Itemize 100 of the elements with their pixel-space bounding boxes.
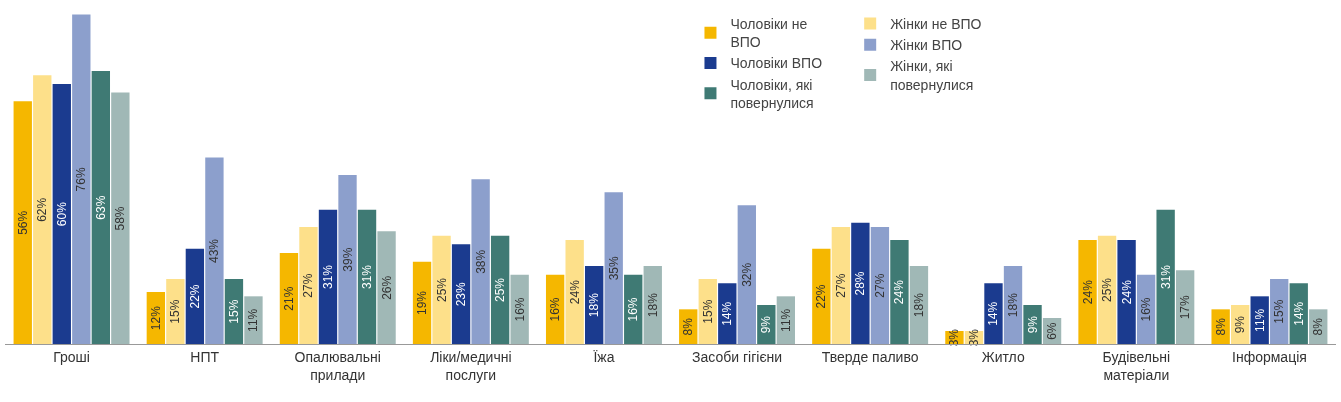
bar bbox=[471, 179, 490, 344]
data-label: 35% bbox=[606, 255, 621, 281]
data-label: 62% bbox=[35, 197, 50, 222]
bar bbox=[338, 174, 357, 344]
data-label: 18% bbox=[587, 292, 602, 318]
data-label: 8% bbox=[1213, 317, 1228, 336]
data-label: 6% bbox=[1045, 322, 1060, 340]
x-tick-label: Житло bbox=[981, 348, 1025, 365]
data-label: 24% bbox=[892, 279, 907, 305]
data-label: 15% bbox=[1272, 299, 1287, 324]
bar bbox=[1117, 239, 1136, 344]
data-label: 27% bbox=[833, 273, 848, 298]
bar bbox=[451, 244, 471, 344]
bar bbox=[33, 75, 52, 344]
bar bbox=[565, 239, 584, 344]
data-label: 16% bbox=[548, 297, 563, 322]
bar bbox=[851, 222, 870, 344]
bar bbox=[13, 101, 32, 344]
data-label: 25% bbox=[434, 277, 449, 302]
bar bbox=[91, 70, 111, 344]
data-label: 15% bbox=[700, 299, 715, 324]
bar bbox=[1078, 239, 1097, 344]
data-label: 25% bbox=[493, 277, 508, 302]
bar bbox=[831, 226, 851, 344]
data-label: 14% bbox=[720, 301, 735, 326]
bar bbox=[890, 239, 909, 344]
data-label: 11% bbox=[1252, 308, 1267, 332]
bar bbox=[72, 14, 91, 344]
bar bbox=[1156, 209, 1175, 344]
bar bbox=[1097, 235, 1117, 344]
x-tick-label: Засоби гігієни bbox=[692, 348, 783, 365]
data-label: 63% bbox=[93, 195, 108, 220]
bar bbox=[244, 296, 263, 344]
data-label: 31% bbox=[1158, 264, 1173, 289]
bar bbox=[984, 283, 1003, 344]
bar bbox=[111, 92, 130, 344]
legend-label: Чоловіки не ВПО bbox=[730, 16, 808, 51]
bar bbox=[377, 231, 396, 344]
bar bbox=[52, 83, 71, 344]
data-label: 16% bbox=[626, 297, 641, 322]
legend-label: Чоловіки, які повернулися bbox=[730, 76, 814, 111]
bar bbox=[166, 278, 185, 344]
bar bbox=[205, 157, 224, 344]
data-label: 26% bbox=[379, 275, 394, 300]
data-label: 38% bbox=[473, 249, 488, 274]
data-label: 22% bbox=[814, 284, 829, 309]
legend-label: Жінки, які повернулися bbox=[890, 58, 974, 93]
data-label: 21% bbox=[281, 286, 296, 311]
x-tick-label: Їжа bbox=[593, 348, 615, 365]
data-label: 27% bbox=[872, 273, 887, 298]
bar bbox=[870, 226, 890, 344]
data-label: 11% bbox=[778, 308, 793, 332]
bar bbox=[279, 252, 299, 344]
data-label: 19% bbox=[415, 290, 430, 315]
data-label: 14% bbox=[986, 301, 1001, 326]
x-tick-label: Будівельні матеріали bbox=[1102, 348, 1171, 383]
data-label: 24% bbox=[1080, 279, 1095, 305]
data-label: 56% bbox=[15, 210, 30, 235]
data-label: 16% bbox=[1139, 297, 1154, 322]
data-label: 18% bbox=[645, 292, 660, 318]
data-label: 25% bbox=[1100, 277, 1115, 302]
bar bbox=[432, 235, 451, 344]
data-label: 15% bbox=[168, 299, 183, 324]
data-label: 31% bbox=[320, 264, 335, 289]
bar bbox=[510, 274, 529, 344]
data-label: 28% bbox=[853, 271, 868, 296]
data-label: 31% bbox=[360, 264, 375, 289]
data-label: 9% bbox=[1233, 315, 1248, 334]
legend-label: Жінки ВПО bbox=[890, 37, 963, 54]
data-label: 27% bbox=[301, 273, 316, 298]
x-tick-label: Гроші bbox=[53, 348, 90, 365]
data-label: 18% bbox=[1006, 292, 1021, 318]
data-label: 32% bbox=[739, 262, 754, 287]
data-label: 8% bbox=[1311, 317, 1326, 336]
data-label: 60% bbox=[54, 201, 69, 227]
data-label: 18% bbox=[911, 292, 926, 318]
bar bbox=[490, 235, 510, 344]
x-tick-label: Тверде паливо bbox=[821, 348, 919, 365]
bar bbox=[299, 226, 318, 344]
data-label: 76% bbox=[74, 167, 89, 192]
data-label: 9% bbox=[759, 315, 774, 334]
bar bbox=[185, 248, 205, 344]
data-label: 39% bbox=[340, 247, 355, 272]
x-tick-label: НПТ bbox=[190, 348, 220, 365]
data-label: 12% bbox=[148, 305, 163, 331]
data-label: 17% bbox=[1178, 294, 1193, 320]
x-tick-label: Ліки/медичні послуги bbox=[430, 348, 512, 383]
data-label: 16% bbox=[512, 297, 527, 322]
bar bbox=[737, 205, 756, 344]
legend-label: Чоловіки ВПО bbox=[730, 55, 823, 72]
bar bbox=[812, 248, 831, 344]
data-label: 58% bbox=[113, 206, 128, 231]
data-label: 24% bbox=[567, 279, 582, 305]
data-label: 23% bbox=[454, 281, 469, 307]
x-tick-label: Інформація bbox=[1232, 348, 1307, 365]
data-label: 22% bbox=[187, 284, 202, 309]
x-tick-label: Опалювальні прилади bbox=[294, 348, 381, 383]
bar bbox=[318, 209, 338, 344]
data-label: 15% bbox=[226, 299, 241, 324]
bar bbox=[357, 209, 377, 344]
